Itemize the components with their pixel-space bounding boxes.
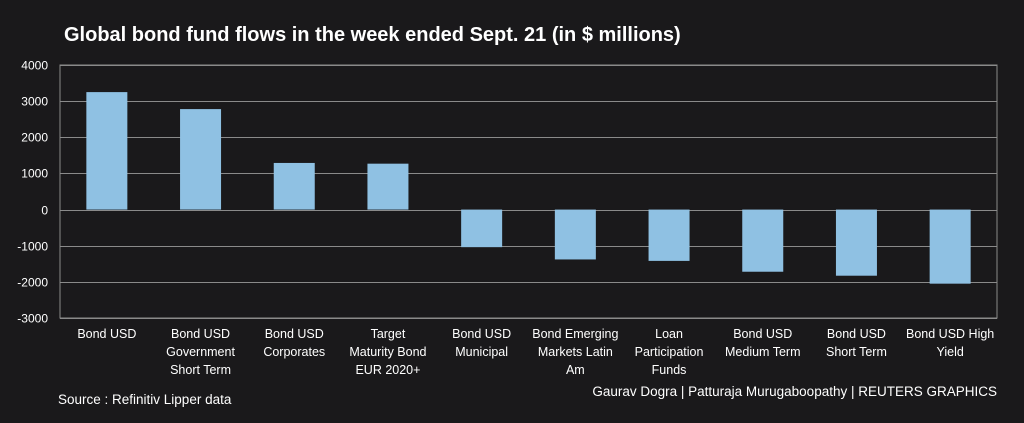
bar: [648, 209, 690, 261]
bar: [86, 92, 128, 210]
x-tick-label: Bond USD Short Term: [826, 327, 887, 359]
bar: [273, 162, 315, 210]
x-tick-label: Bond USD Government Short Term: [166, 327, 235, 377]
bar: [367, 163, 409, 210]
bar: [742, 209, 784, 272]
y-tick-label: 4000: [21, 59, 48, 73]
x-tick-label: Bond USD High Yield: [906, 327, 994, 359]
y-tick-label: -2000: [17, 276, 48, 290]
x-tick-label: Loan Participation Funds: [635, 327, 704, 377]
bar: [929, 209, 971, 284]
y-tick-label: -1000: [17, 240, 48, 254]
x-tick-label: Bond USD: [77, 327, 136, 341]
bar: [554, 209, 596, 260]
y-tick-label: 2000: [21, 131, 48, 145]
x-tick-label: Bond USD Municipal: [452, 327, 511, 359]
x-tick-label: Bond USD Corporates: [263, 327, 325, 359]
credit-line: Gaurav Dogra | Patturaja Murugaboopathy …: [592, 384, 997, 399]
bar-layer: [86, 92, 971, 284]
x-tick-labels: Bond USD Bond USD Government Short Term Bond…: [77, 327, 994, 377]
chart-title: Global bond fund flows in the week ended…: [64, 24, 681, 46]
x-tick-label: Bond Emerging Markets Latin Am: [532, 327, 618, 377]
y-tick-labels: 4000 3000 2000 1000 0 -1000 -2000 -3000: [17, 59, 48, 326]
x-tick-label: Target Maturity Bond EUR 2020+: [349, 327, 426, 377]
source-note: Source : Refinitiv Lipper data: [58, 392, 232, 407]
y-tick-label: 0: [41, 204, 48, 218]
bar: [835, 209, 877, 276]
y-tick-label: 3000: [21, 95, 48, 109]
bar: [180, 109, 222, 210]
y-tick-label: 1000: [21, 167, 48, 181]
y-tick-label: -3000: [17, 312, 48, 326]
x-tick-label: Bond USD Medium Term: [725, 327, 800, 359]
bar: [461, 209, 503, 248]
